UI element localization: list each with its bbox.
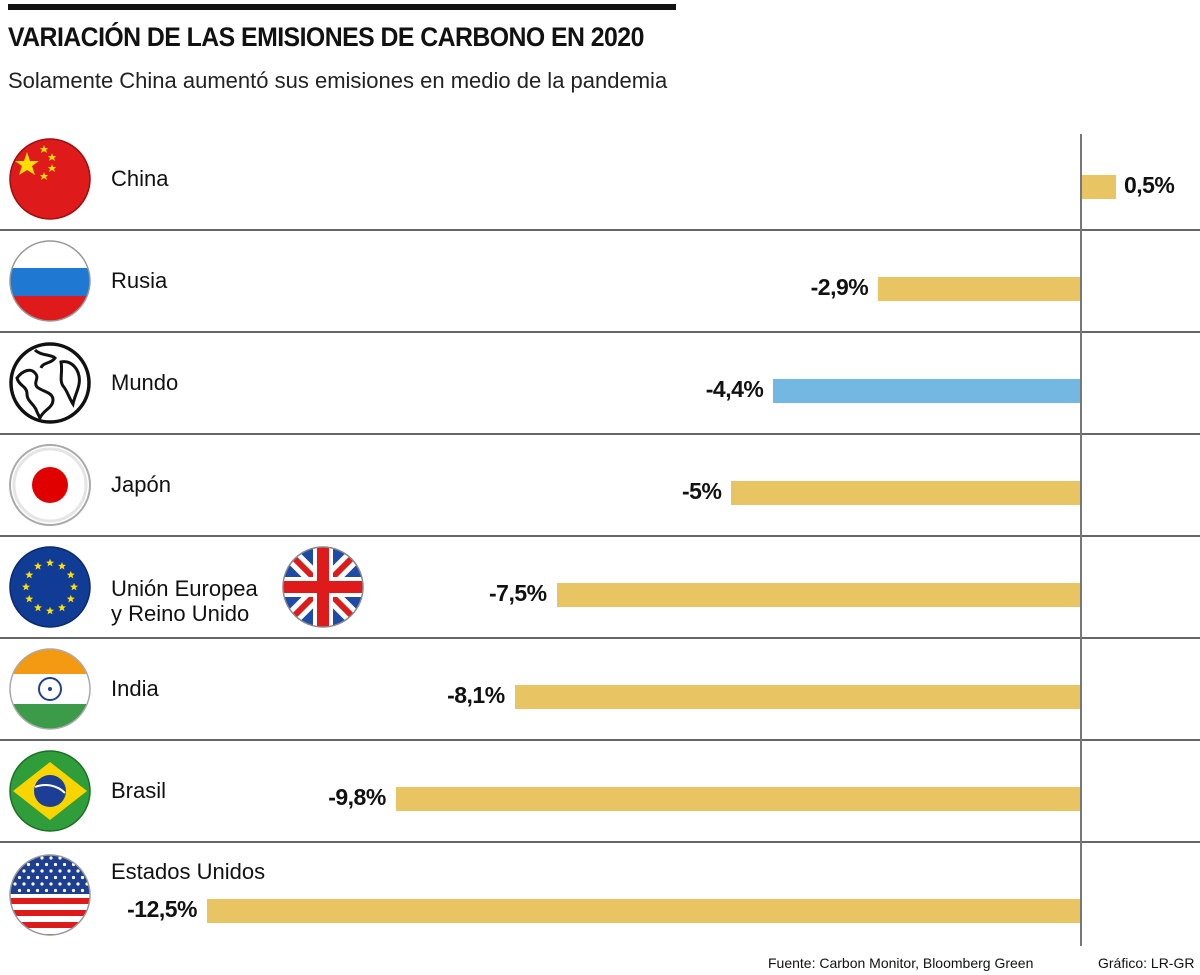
bar <box>207 899 1081 923</box>
data-label: -9,8% <box>328 784 386 810</box>
bar <box>1081 175 1116 199</box>
category-label: Unión Europea y Reino Unido <box>111 576 258 626</box>
chart-title: VARIACIÓN DE LAS EMISIONES DE CARBONO EN… <box>8 22 644 52</box>
brazil-flag-icon <box>7 748 93 834</box>
graphic-credit: Gráfico: LR-GR <box>1098 955 1195 971</box>
russia-flag-icon <box>7 238 93 324</box>
bar <box>395 787 1081 811</box>
bar <box>773 379 1081 403</box>
category-label: China <box>111 166 168 191</box>
chart-row: China 0,5% <box>0 128 1200 230</box>
japan-flag-icon <box>7 442 93 528</box>
chart-row: Estados Unidos -12,5% <box>0 842 1200 944</box>
bar <box>878 277 1081 301</box>
category-label: Mundo <box>111 370 178 395</box>
usa-flag-icon <box>7 852 93 938</box>
row-divider <box>0 433 1200 435</box>
chart-row: Unión Europea y Reino Unido -7,5% <box>0 536 1200 638</box>
data-label: -12,5% <box>127 896 197 922</box>
row-divider <box>0 637 1200 639</box>
chart-row: Rusia -2,9% <box>0 230 1200 332</box>
zero-axis-line <box>1080 134 1082 946</box>
china-flag-icon <box>7 136 93 222</box>
eu-flag-icon <box>7 544 93 630</box>
globe-icon <box>7 340 93 426</box>
category-label: Estados Unidos <box>111 859 265 884</box>
chart-row: India -8,1% <box>0 638 1200 740</box>
category-label-line: China <box>111 166 169 191</box>
category-label-line: y Reino Unido <box>111 601 250 626</box>
bar <box>731 481 1081 505</box>
india-flag-icon <box>7 646 93 732</box>
data-label: -5% <box>682 478 722 504</box>
category-label-line: Brasil <box>111 778 167 803</box>
uk-flag-icon <box>280 544 366 630</box>
category-label-line: Estados Unidos <box>111 859 266 884</box>
category-label-line: India <box>111 676 159 701</box>
row-divider <box>0 331 1200 333</box>
row-divider <box>0 739 1200 741</box>
row-divider <box>0 229 1200 231</box>
chart-row: Mundo -4,4% <box>0 332 1200 434</box>
data-label: -4,4% <box>705 376 764 402</box>
category-label-line: Mundo <box>111 370 179 395</box>
chart-row: Japón -5% <box>0 434 1200 536</box>
data-label: -8,1% <box>447 682 505 708</box>
data-label: -2,9% <box>810 274 869 300</box>
data-label: -7,5% <box>489 580 547 606</box>
row-divider <box>0 841 1200 843</box>
category-label: Brasil <box>111 778 166 803</box>
category-label-line: Rusia <box>111 268 168 293</box>
category-label-line: Unión Europea <box>111 576 258 601</box>
category-label: Rusia <box>111 268 167 293</box>
category-label-line: Japón <box>111 472 171 497</box>
data-label: 0,5% <box>1123 172 1175 198</box>
chart-subtitle: Solamente China aumentó sus emisiones en… <box>8 68 668 93</box>
bar <box>556 583 1081 607</box>
top-rule <box>8 4 676 10</box>
chart-row: Brasil -9,8% <box>0 740 1200 842</box>
source-note: Fuente: Carbon Monitor, Bloomberg Green <box>768 955 1034 971</box>
category-label: India <box>111 676 159 701</box>
row-divider <box>0 535 1200 537</box>
bar <box>514 685 1081 709</box>
category-label: Japón <box>111 472 171 497</box>
